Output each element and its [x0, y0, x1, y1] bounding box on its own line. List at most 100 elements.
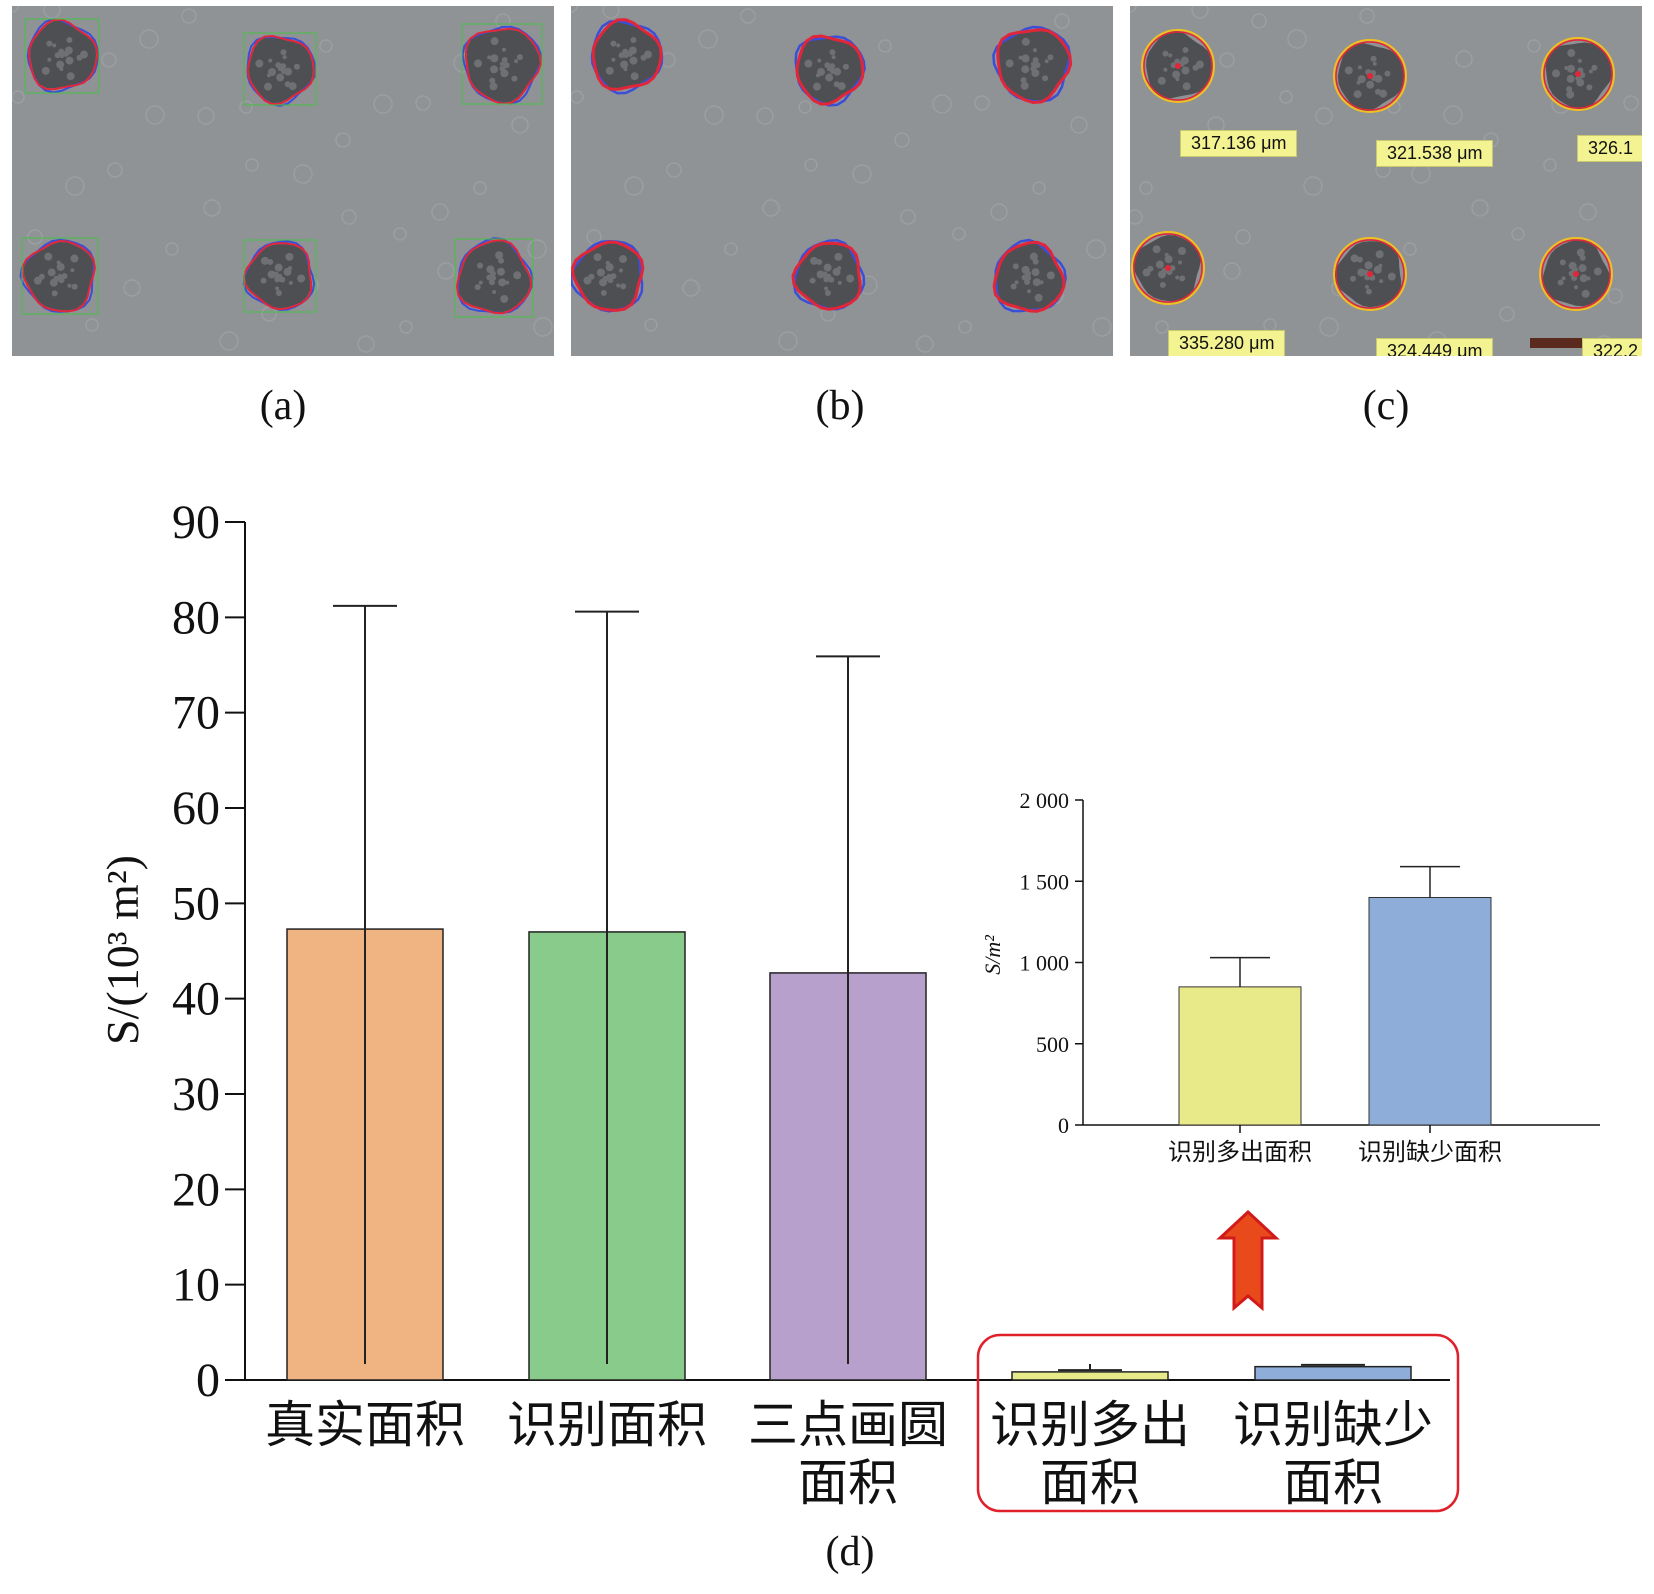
- particle-texture: [1384, 70, 1391, 77]
- particle-texture: [588, 273, 595, 280]
- particle-texture: [1588, 69, 1593, 74]
- particle-texture: [47, 57, 52, 62]
- bubble-speck: [139, 29, 159, 49]
- particle-texture: [823, 263, 832, 272]
- bar: [1011, 1371, 1169, 1381]
- inset-y-tick-label: 2 000: [1020, 788, 1070, 813]
- up-arrow-icon: [1216, 1209, 1280, 1312]
- particle-texture: [264, 82, 273, 91]
- caption-b: (b): [815, 383, 865, 429]
- particle-texture: [1021, 37, 1030, 46]
- particle-texture: [1372, 61, 1377, 66]
- particle-texture: [1566, 64, 1575, 73]
- particle-texture: [1350, 275, 1357, 282]
- y-tick-label: 10: [172, 1259, 220, 1312]
- particle-texture: [474, 284, 481, 291]
- bubble-speck: [804, 158, 818, 172]
- particle-texture: [47, 268, 56, 277]
- inset-y-tick-label: 1 500: [1020, 869, 1070, 894]
- particle-texture: [285, 252, 294, 261]
- circle-center: [1575, 71, 1581, 77]
- circle-center: [1573, 271, 1579, 277]
- y-tick-label: 60: [172, 782, 220, 835]
- particle-texture: [1586, 84, 1593, 91]
- bubble-speck: [373, 94, 393, 114]
- detection-box: [24, 18, 100, 94]
- particle-texture: [1552, 69, 1561, 78]
- bubble-speck: [145, 105, 165, 125]
- particle-texture: [283, 267, 292, 276]
- particle-texture: [1168, 53, 1173, 58]
- particle-texture: [44, 252, 53, 261]
- true-contour-red: [21, 239, 96, 313]
- bubble-speck: [1139, 181, 1153, 195]
- particle-texture: [260, 277, 267, 284]
- x-category-label: 面积: [1040, 1454, 1140, 1512]
- particle-texture: [833, 81, 840, 88]
- particle-texture: [275, 62, 282, 69]
- bubble-speck: [165, 242, 179, 256]
- particle-texture: [490, 65, 499, 74]
- particle-texture: [605, 66, 614, 75]
- bubble-speck: [778, 331, 798, 351]
- particle-texture: [611, 57, 616, 62]
- x-category-label: 面积: [1283, 1454, 1383, 1512]
- bubble-speck: [219, 331, 239, 351]
- bubble-speck: [990, 203, 1008, 221]
- particle-texture: [618, 255, 627, 264]
- bubble-speck: [900, 209, 916, 225]
- particle-texture: [489, 77, 496, 84]
- particle-texture: [293, 63, 300, 70]
- detection-box: [21, 237, 99, 315]
- x-category-label: 面积: [798, 1454, 898, 1512]
- particle-texture: [817, 58, 822, 63]
- particle-texture: [1032, 278, 1041, 287]
- particle-texture: [1357, 75, 1366, 84]
- y-tick-label: 80: [172, 591, 220, 644]
- particle-texture: [817, 67, 826, 76]
- measurement-label: 317.136 μm: [1180, 130, 1298, 157]
- circle-center: [1367, 271, 1373, 277]
- y-tick-label: 70: [172, 687, 220, 740]
- particle-texture: [275, 290, 282, 297]
- particle-texture: [1566, 86, 1573, 93]
- particle-texture: [498, 257, 505, 264]
- particle-texture: [267, 259, 274, 266]
- particle-texture: [53, 275, 60, 282]
- true-contour-red: [992, 240, 1066, 313]
- particle-texture: [1561, 276, 1566, 281]
- particle-texture: [1379, 279, 1384, 284]
- bubble-speck: [1543, 158, 1557, 172]
- fitted-circle-inner: [1541, 239, 1611, 309]
- bubble-speck: [1499, 306, 1515, 322]
- particle-texture: [842, 63, 849, 70]
- bubble-speck: [1032, 181, 1046, 195]
- bubble-speck: [704, 105, 724, 125]
- bubble-speck: [894, 132, 910, 148]
- particle-texture: [272, 271, 279, 278]
- particle-texture: [824, 62, 831, 69]
- particle-texture: [66, 72, 75, 81]
- true-contour-red: [455, 239, 533, 315]
- particle-texture: [607, 274, 611, 278]
- particle-texture: [62, 50, 69, 57]
- particle-texture: [1177, 260, 1182, 265]
- bubble-speck: [1086, 239, 1106, 259]
- bubble-speck: [852, 164, 872, 184]
- x-category-label: 识别面积: [507, 1396, 707, 1454]
- bubble-speck: [624, 176, 644, 196]
- bubble-speck: [335, 132, 351, 148]
- particle-texture: [486, 274, 493, 281]
- particle-texture: [624, 54, 628, 58]
- particle-texture: [61, 273, 68, 280]
- particle-texture: [1027, 289, 1032, 294]
- particle-texture: [1177, 247, 1186, 256]
- particle-texture: [1046, 271, 1055, 280]
- true-contour-red: [591, 18, 663, 91]
- particle-texture: [1181, 66, 1190, 75]
- particle-texture: [276, 73, 285, 82]
- bubble-speck: [1607, 288, 1623, 304]
- bubble-speck: [1623, 95, 1639, 111]
- particle-texture: [834, 252, 843, 261]
- particle-texture: [52, 43, 57, 48]
